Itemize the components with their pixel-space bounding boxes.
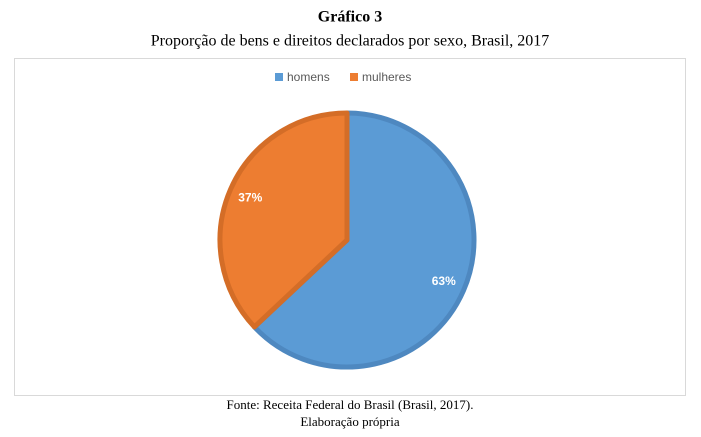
source-note: Fonte: Receita Federal do Brasil (Brasil…	[227, 397, 474, 412]
legend-label: homens	[287, 70, 330, 84]
pie-slice	[251, 110, 477, 370]
legend-swatch	[275, 73, 283, 81]
legend-swatch	[350, 73, 358, 81]
chart-title: Gráfico 3	[318, 9, 382, 26]
legend-label: mulheres	[362, 70, 411, 84]
data-label: 37%	[238, 190, 262, 204]
source-note: Elaboração própria	[300, 414, 399, 429]
pie-slice	[217, 110, 350, 330]
chart-subtitle: Proporção de bens e direitos declarados …	[151, 33, 550, 50]
data-label: 63%	[432, 274, 456, 288]
